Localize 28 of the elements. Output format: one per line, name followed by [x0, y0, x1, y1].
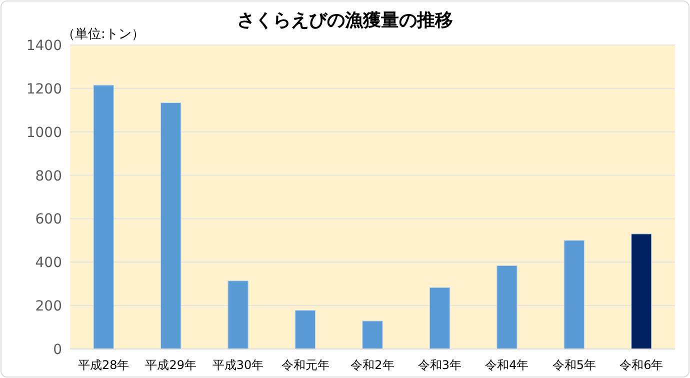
y-tick-label: 800 — [35, 168, 62, 184]
y-tick-label: 0 — [53, 342, 62, 358]
y-tick-label: 200 — [35, 298, 62, 315]
x-tick-label: 令和4年 — [485, 358, 529, 372]
bar — [228, 280, 248, 350]
y-tick-label: 1400 — [26, 38, 62, 54]
x-tick-label: 令和2年 — [350, 358, 394, 372]
bar — [631, 234, 652, 350]
bar — [294, 310, 316, 350]
bar — [429, 287, 450, 350]
x-tick-label: 令和3年 — [418, 358, 462, 372]
x-tick-label: 令和6年 — [620, 358, 664, 372]
chart-title: さくらえびの漁獲量の推移 — [237, 10, 453, 31]
y-tick-label: 1000 — [26, 124, 62, 141]
y-tick-label: 400 — [35, 255, 62, 272]
x-tick-label: 平成30年 — [212, 358, 264, 372]
bar — [93, 84, 114, 350]
y-tick-label: 1200 — [26, 81, 62, 98]
x-tick-label: 平成28年 — [78, 358, 130, 372]
bar — [496, 265, 518, 350]
y-tick-label: 600 — [35, 212, 62, 228]
x-tick-label: 令和元年 — [281, 358, 330, 372]
y-axis-title: （単位:トン） — [62, 27, 144, 42]
x-tick-label: 平成29年 — [145, 358, 196, 372]
bar — [160, 102, 182, 350]
bar — [564, 240, 585, 350]
x-tick-label: 令和5年 — [552, 358, 596, 372]
bar — [362, 320, 383, 350]
